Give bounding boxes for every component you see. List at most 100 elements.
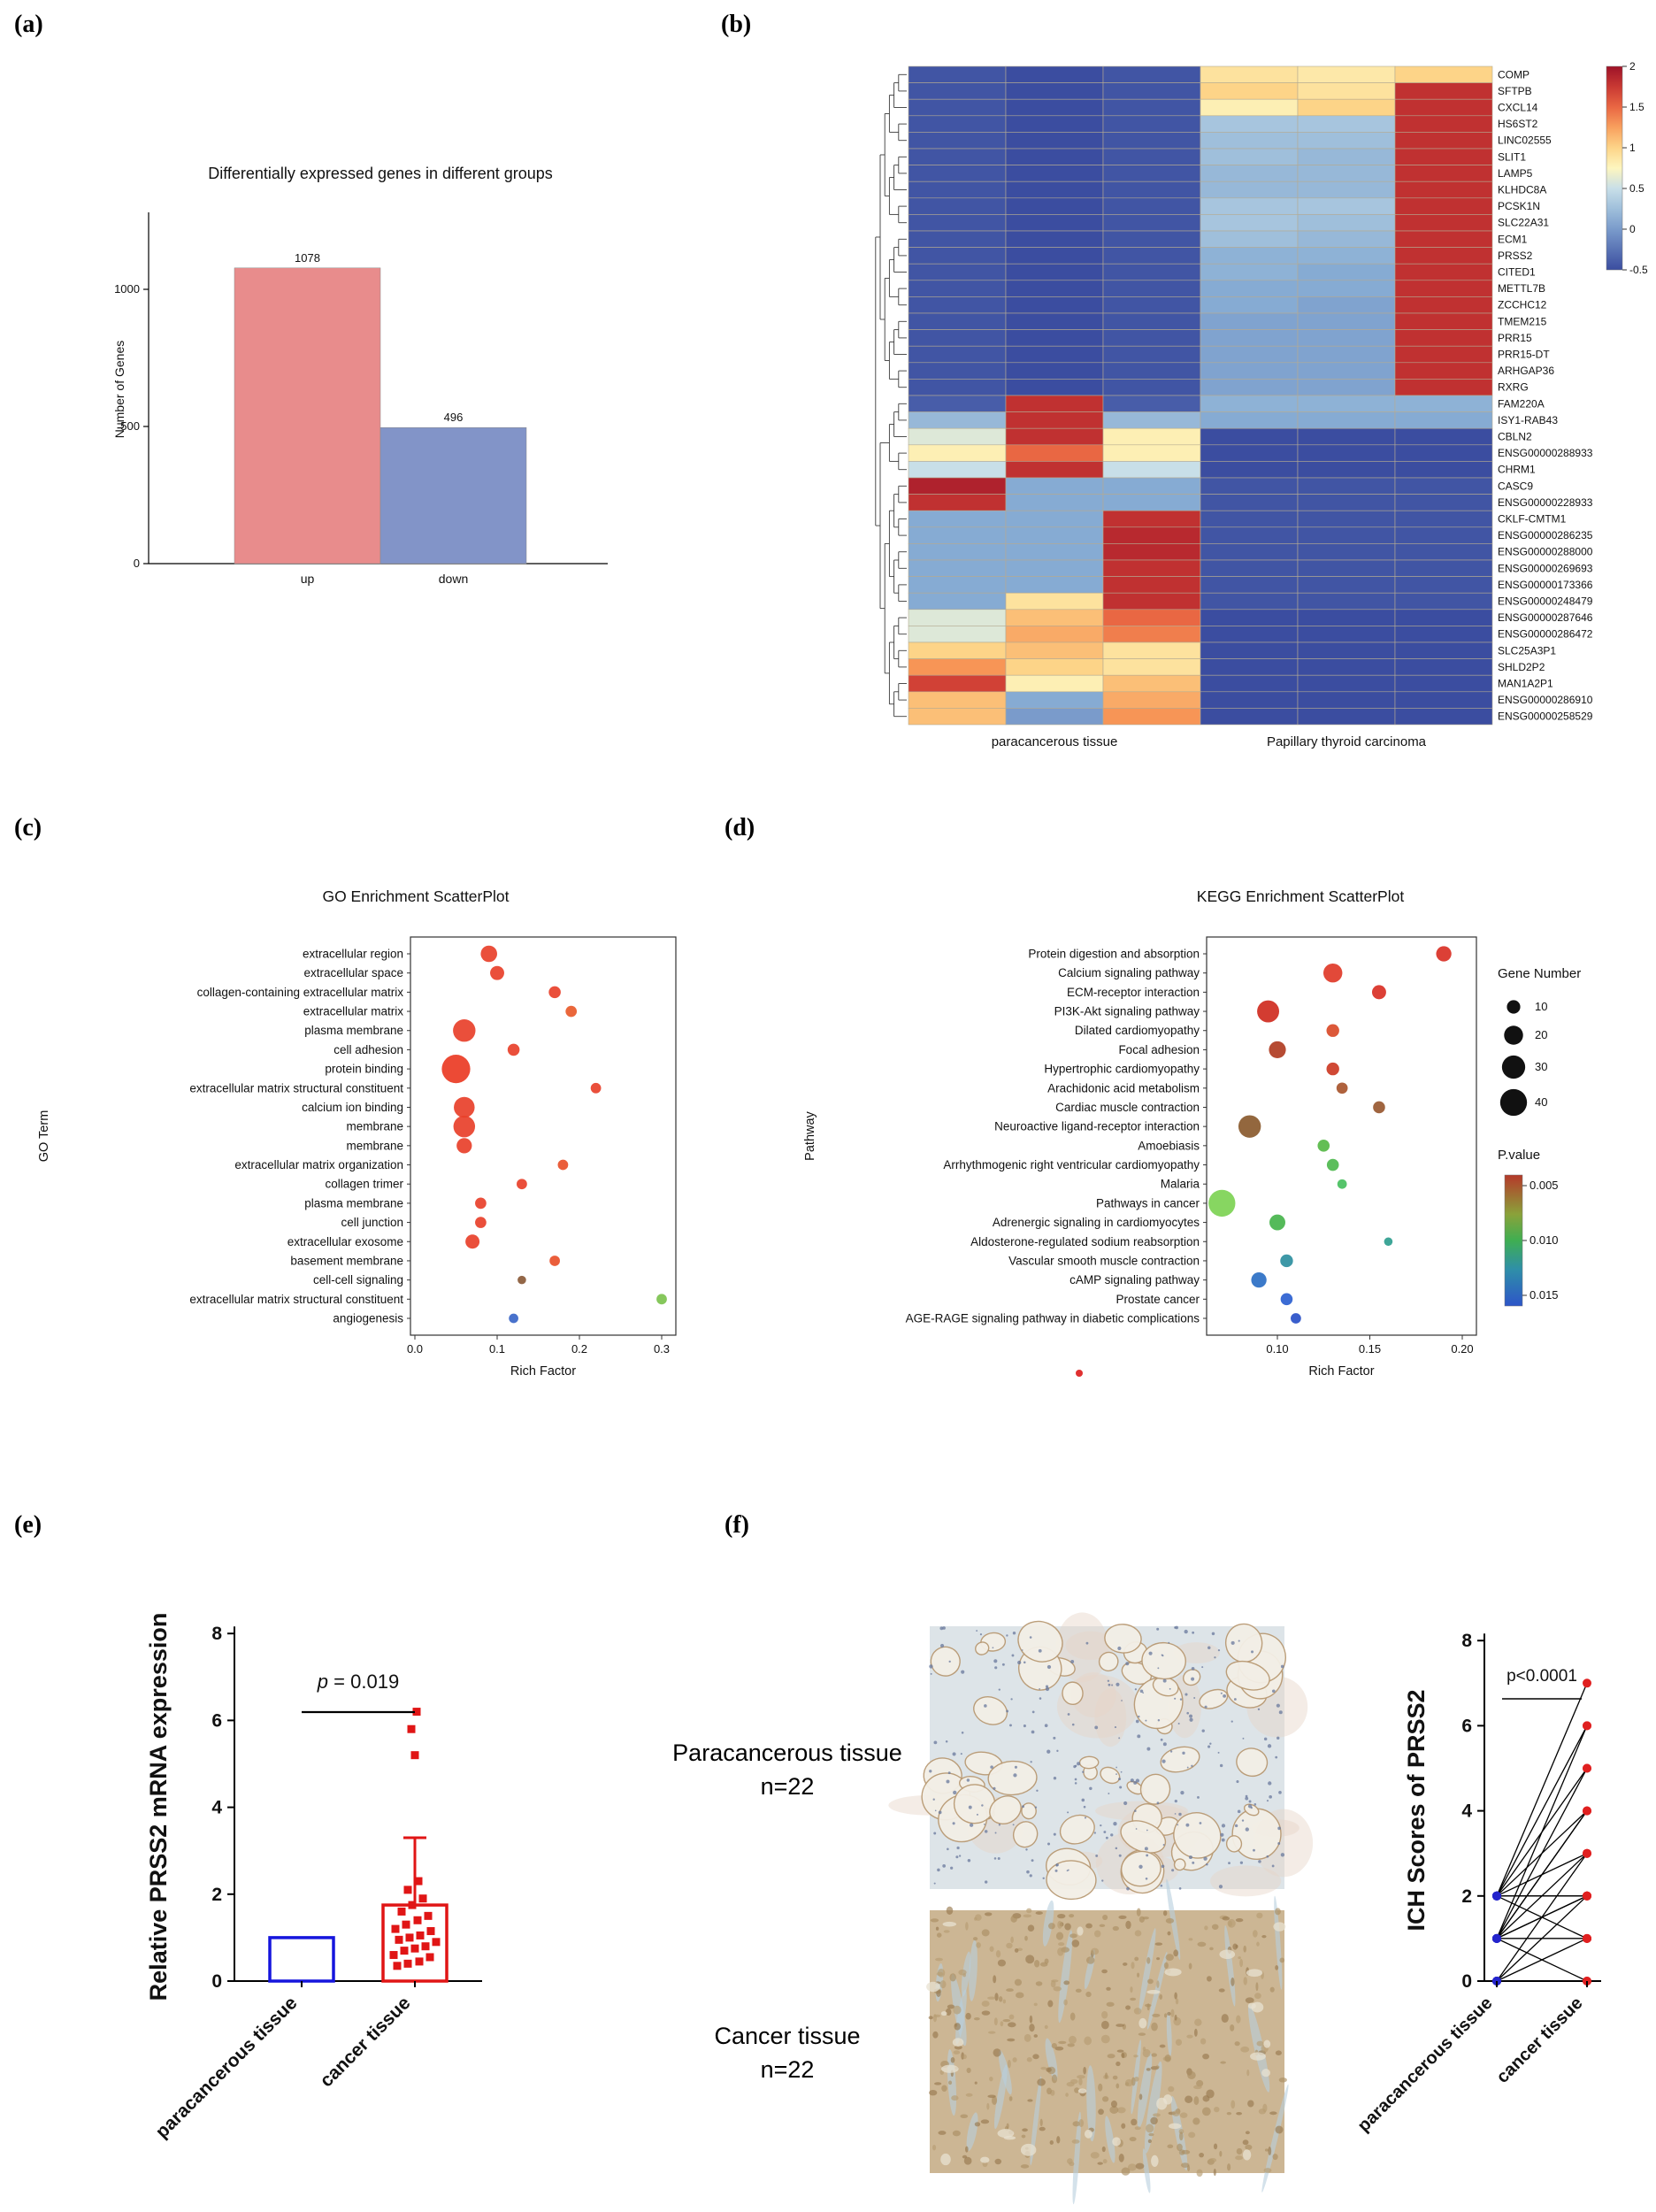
nucleus-dot	[1084, 1816, 1087, 1819]
bubble-point	[1436, 946, 1452, 962]
tumor-blob	[1137, 1972, 1140, 1978]
y-tick-label: 0	[211, 1971, 222, 1992]
tumor-blob	[1151, 2053, 1158, 2057]
tumor-blob	[1256, 2040, 1264, 2047]
tumor-blob	[1084, 2036, 1092, 2046]
tumor-blob	[976, 1942, 981, 1948]
colorbar-tick-label: 1.5	[1629, 101, 1644, 113]
tumor-blob	[1201, 2107, 1211, 2116]
bar-value-label: 1078	[295, 251, 320, 265]
nucleus-dot	[1174, 1626, 1177, 1629]
heatmap-cell	[1394, 65, 1493, 83]
tumor-blob	[1152, 2013, 1161, 2017]
heatmap-cell	[908, 708, 1007, 726]
tumor-blob	[1151, 2022, 1158, 2032]
heatmap-cell	[1200, 132, 1299, 150]
nucleus-dot	[997, 1857, 1000, 1860]
tumor-blob	[1007, 2038, 1016, 2042]
nucleus-dot	[1221, 1838, 1225, 1842]
term-label: Hypertrophic cardiomyopathy	[1044, 1063, 1200, 1076]
heatmap-cell	[1102, 115, 1201, 133]
heatmap-cell	[1200, 526, 1299, 544]
tumor-blob	[992, 2096, 998, 2105]
tumor-blob	[993, 2048, 1001, 2057]
heatmap-cell	[1102, 609, 1201, 626]
heatmap-cell	[1394, 576, 1493, 594]
tumor-blob	[1134, 1930, 1142, 1937]
scatter-point	[432, 1938, 441, 1947]
heatmap-cell	[1200, 379, 1299, 396]
gene-label: ENSG00000286235	[1498, 529, 1593, 541]
nucleus-dot	[1168, 1641, 1170, 1644]
heatmap-cell	[1102, 65, 1201, 83]
deg-bar-chart: Differentially expressed genes in differ…	[112, 165, 608, 586]
follicle	[1104, 1624, 1142, 1654]
heatmap-cell	[1297, 230, 1396, 248]
colorbar-tick-label: -0.5	[1629, 264, 1648, 276]
tumor-blob	[1219, 2150, 1223, 2157]
tumor-blob	[1253, 1930, 1258, 1938]
heatmap-cell	[1297, 247, 1396, 265]
heatmap-cell	[1102, 247, 1201, 265]
heatmap-cell	[1297, 345, 1396, 364]
nucleus-dot	[1026, 1870, 1030, 1874]
lumen-gap	[1263, 2039, 1271, 2048]
bubble-point	[453, 1019, 476, 1042]
heatmap-cell	[1200, 82, 1299, 100]
tumor-blob	[1039, 2118, 1043, 2127]
nucleus-dot	[1169, 1750, 1173, 1753]
bubble-point	[453, 1115, 476, 1138]
nucleus-dot	[1191, 1677, 1195, 1681]
gene-label: CITED1	[1498, 266, 1536, 279]
nucleus-dot	[992, 1647, 994, 1649]
bubble-point	[454, 1096, 475, 1118]
bubble-point	[456, 1138, 472, 1154]
nucleus-dot	[939, 1643, 945, 1648]
nucleus-dot	[1126, 1886, 1130, 1891]
gene-label: ZCCHC12	[1498, 299, 1547, 311]
heatmap-cell	[1394, 559, 1493, 577]
tumor-blob	[1032, 2054, 1039, 2060]
bubble-point	[1269, 1214, 1285, 1231]
tumor-blob	[1008, 2014, 1015, 2020]
panel-label-a: (a)	[14, 11, 43, 38]
nucleus-dot	[1250, 1650, 1254, 1654]
follicle	[1046, 1860, 1097, 1901]
heatmap-cell	[1102, 477, 1201, 495]
nucleus-dot	[1234, 1824, 1238, 1828]
gene-label: ISY1-RAB43	[1498, 414, 1558, 426]
nucleus-dot	[1271, 1864, 1275, 1868]
tumor-blob	[986, 2102, 990, 2110]
tumor-blob	[1278, 2077, 1287, 2083]
heatmap-cell	[908, 247, 1007, 265]
scatter-point	[418, 1894, 427, 1903]
heatmap-cell	[1005, 165, 1104, 182]
tumor-blob	[1188, 1962, 1192, 1970]
heatmap-cell	[1394, 411, 1493, 429]
gene-label: SLC22A31	[1498, 217, 1549, 229]
heatmap-cell	[1200, 329, 1299, 347]
nucleus-dot	[984, 1823, 985, 1825]
heatmap-cell	[1102, 362, 1201, 380]
tumor-blob	[1236, 2112, 1242, 2116]
heatmap-cell	[1200, 411, 1299, 429]
heatmap-cell	[1200, 180, 1299, 199]
nucleus-dot	[1191, 1764, 1193, 1768]
heatmap-cell	[1297, 626, 1396, 643]
tumor-blob	[962, 2054, 967, 2060]
heatmap-cell	[1102, 708, 1201, 726]
heatmap-cell	[1102, 691, 1201, 709]
follicle	[987, 1760, 1038, 1796]
gene-label: CBLN2	[1498, 431, 1532, 443]
tumor-blob	[1058, 2040, 1067, 2045]
heatmap-cell	[1297, 526, 1396, 544]
heatmap-cell	[1005, 444, 1104, 462]
nucleus-dot	[1083, 1805, 1086, 1809]
heatmap-cell	[1297, 312, 1396, 330]
heatmap-cell	[908, 214, 1007, 232]
nucleus-dot	[1039, 1697, 1042, 1700]
pvalue-legend-title: P.value	[1498, 1148, 1540, 1163]
bubble-point	[1371, 985, 1386, 1000]
bubble-point	[507, 1043, 520, 1056]
